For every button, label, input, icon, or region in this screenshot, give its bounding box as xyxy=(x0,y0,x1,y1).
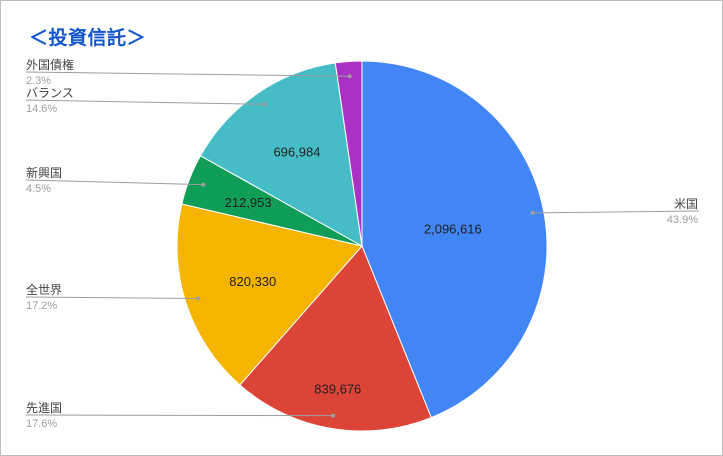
slice-3-leader-line xyxy=(25,296,199,300)
slice-6-leader-line xyxy=(25,71,350,77)
chart-title: ＜投資信託＞ xyxy=(29,27,147,49)
slice-5-name-label: バランス xyxy=(26,86,74,100)
slice-3-wedge[interactable] xyxy=(176,203,363,386)
slice-1-wedge[interactable] xyxy=(361,60,548,419)
slice-2-value-label: 839,676 xyxy=(314,381,361,396)
slice-3-value-label: 820,330 xyxy=(229,274,276,289)
slice-2-percent-label: 17.6% xyxy=(26,418,57,430)
slice-6-wedge[interactable] xyxy=(334,60,363,247)
slice-6-name-label: 外国債権 xyxy=(26,57,74,72)
slice-5-percent-label: 14.6% xyxy=(26,103,57,115)
slice-3-name-label: 全世界 xyxy=(26,282,62,297)
slice-4-value-label: 212,953 xyxy=(225,195,272,210)
slice-5-wedge[interactable] xyxy=(199,62,363,247)
slice-5-value-label: 696,984 xyxy=(273,145,320,160)
slice-2-leader-line xyxy=(25,414,334,417)
slice-3-percent-label: 17.2% xyxy=(26,300,57,312)
slice-4-name-label: 新興国 xyxy=(26,165,62,180)
slice-4-percent-label: 4.5% xyxy=(26,183,51,195)
slice-1-percent-label: 43.9% xyxy=(667,214,698,226)
slice-1-name-label: 米国 xyxy=(674,197,698,211)
slice-1-leader-line xyxy=(532,210,700,214)
slice-4-leader-line xyxy=(25,179,204,186)
slice-2-wedge[interactable] xyxy=(239,245,432,432)
slice-6-percent-label: 2.3% xyxy=(26,75,51,87)
slice-5-leader-line xyxy=(25,99,265,105)
slice-2-name-label: 先進国 xyxy=(26,401,62,415)
slice-1-value-label: 2,096,616 xyxy=(424,221,482,236)
